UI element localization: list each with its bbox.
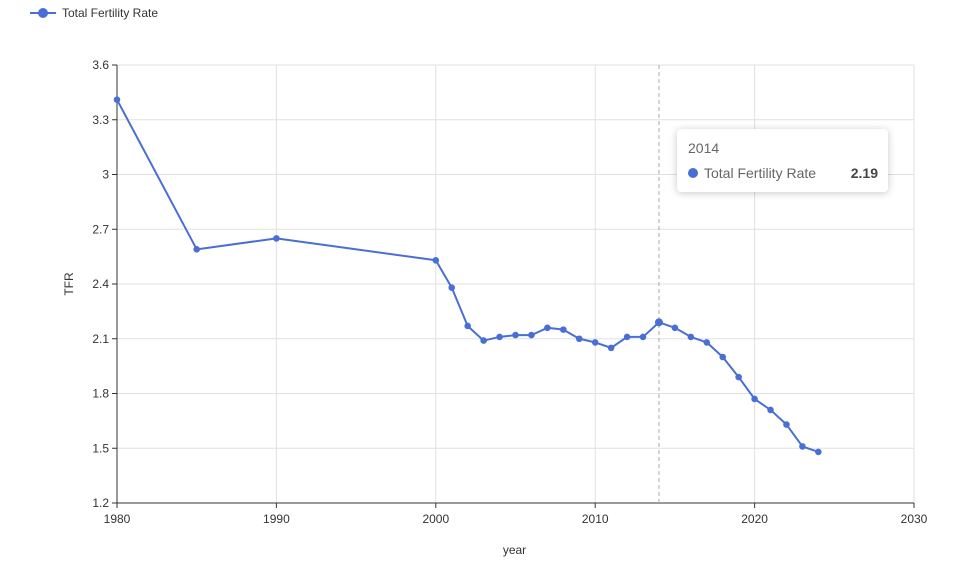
data-point[interactable] — [639, 333, 647, 341]
data-point[interactable] — [767, 406, 774, 414]
data-point[interactable] — [432, 256, 440, 264]
grid-lines — [116, 64, 915, 504]
data-point[interactable] — [623, 333, 631, 341]
y-tick-label: 2.4 — [92, 277, 109, 291]
data-point[interactable] — [591, 339, 599, 346]
data-point[interactable] — [687, 333, 695, 341]
legend-label: Total Fertility Rate — [62, 6, 159, 20]
data-point[interactable] — [575, 335, 583, 343]
data-point[interactable] — [783, 421, 790, 428]
data-point[interactable] — [815, 448, 822, 456]
tooltip: 2014 Total Fertility Rate 2.19 — [677, 129, 888, 192]
tooltip-value: 2.19 — [850, 165, 878, 181]
tooltip-title: 2014 — [688, 140, 720, 156]
y-tick-label: 3.6 — [92, 58, 109, 72]
legend-line-marker-icon — [30, 6, 56, 20]
legend[interactable]: Total Fertility Rate — [30, 4, 158, 22]
data-point[interactable] — [496, 333, 503, 341]
tooltip-marker-icon — [688, 168, 698, 178]
series-total-fertility-rate — [113, 96, 822, 456]
data-point[interactable] — [528, 331, 535, 339]
x-tick-label: 1980 — [104, 512, 131, 526]
x-tick-label: 2010 — [582, 512, 609, 526]
data-point[interactable] — [799, 443, 806, 450]
x-tick-label: 2030 — [901, 512, 928, 526]
data-point[interactable] — [193, 246, 200, 253]
data-point[interactable] — [273, 235, 280, 242]
tooltip-series-name: Total Fertility Rate — [704, 165, 817, 181]
data-point[interactable] — [654, 318, 663, 327]
y-tick-label: 1.8 — [92, 387, 109, 401]
data-point[interactable] — [719, 353, 727, 361]
y-tick-label: 3 — [102, 168, 109, 182]
y-tick-label: 1.5 — [92, 441, 109, 455]
data-point[interactable] — [512, 331, 519, 339]
data-point[interactable] — [480, 337, 487, 344]
x-tick-label: 1990 — [263, 512, 290, 526]
data-point[interactable] — [607, 344, 615, 352]
data-point[interactable] — [751, 395, 758, 403]
data-point[interactable] — [448, 284, 456, 291]
y-tick-label: 1.2 — [92, 496, 109, 510]
y-tick-label: 2.7 — [92, 222, 109, 236]
x-tick-label: 2000 — [422, 512, 449, 526]
y-tick-label: 2.1 — [92, 332, 109, 346]
axis-labels: 1.2 1.5 1.8 2.1 2.4 2.7 3 3.3 3.6 1980 1990 2000 201… — [62, 58, 928, 557]
data-point[interactable] — [464, 322, 471, 330]
x-tick-label: 2020 — [741, 512, 768, 526]
data-point[interactable] — [113, 96, 121, 103]
tooltip-row: Total Fertility Rate 2.19 — [688, 164, 878, 182]
data-point[interactable] — [544, 324, 551, 332]
series-line — [116, 99, 819, 453]
axes — [112, 64, 915, 508]
y-tick-label: 3.3 — [92, 113, 109, 127]
data-point[interactable] — [735, 373, 742, 381]
x-axis-title: year — [503, 543, 526, 557]
data-point[interactable] — [671, 324, 679, 332]
data-point[interactable] — [703, 339, 711, 346]
data-point[interactable] — [560, 326, 567, 333]
y-axis-title: TFR — [62, 272, 76, 296]
